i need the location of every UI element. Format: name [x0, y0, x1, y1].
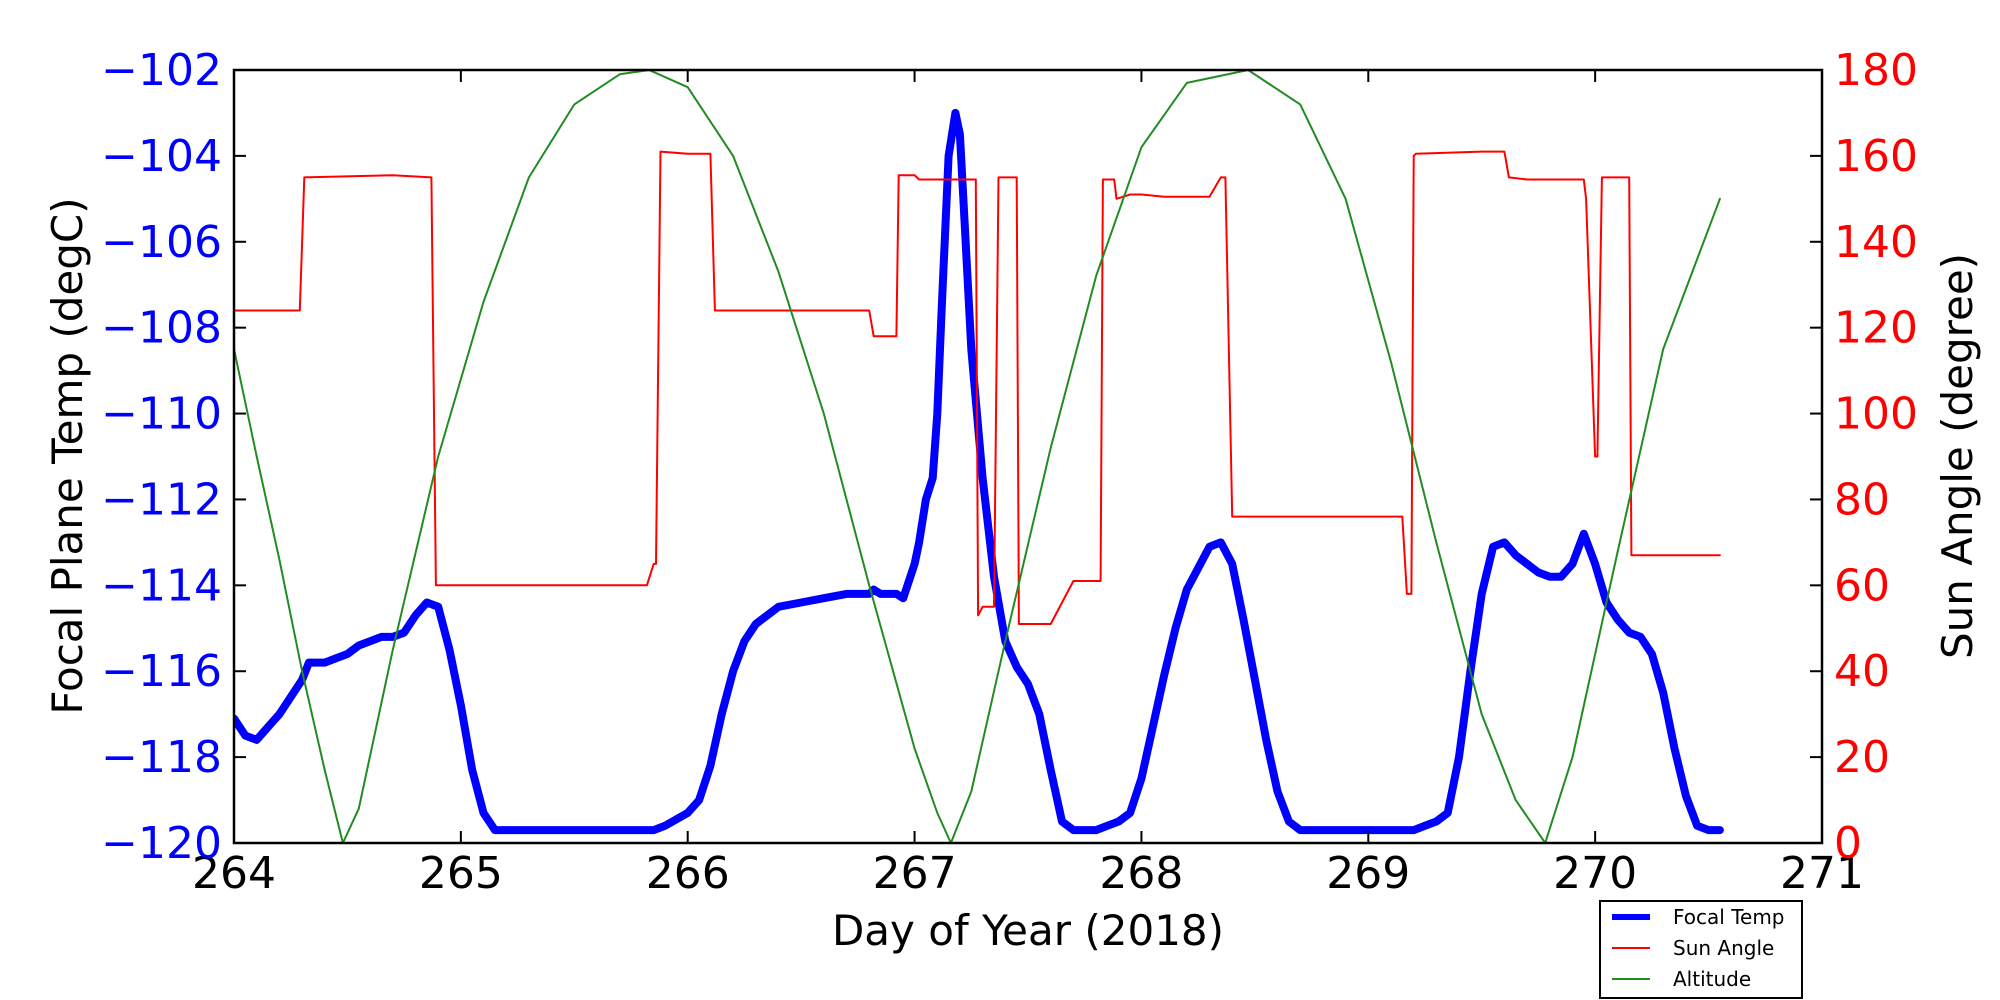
x-tick-label: 267	[873, 848, 957, 899]
y-left-tick-label: −118	[101, 732, 222, 783]
labels-layer: 264 265 266 267 268 269 270 271 −120 −118 −116 −114…	[101, 45, 1918, 899]
legend: Focal Temp Sun Angle Altitude	[1599, 900, 1803, 999]
y-right-tick-label: 0	[1834, 818, 1862, 869]
plot-area	[234, 70, 1724, 843]
x-tick-label: 264	[192, 848, 276, 899]
y-right-tick-label: 40	[1834, 646, 1890, 697]
series-line-sun-angle	[234, 150, 1721, 625]
series-layer	[234, 70, 1724, 843]
legend-altitude-label: Altitude	[1673, 967, 1751, 991]
y-right-tick-label: 140	[1834, 217, 1918, 268]
y-right-tick-label: 180	[1834, 45, 1918, 96]
ticks-layer	[233, 69, 1823, 844]
legend-focal-temp-label: Focal Temp	[1673, 905, 1785, 929]
y-left-tick-label: −116	[101, 646, 222, 697]
x-tick-label: 270	[1553, 848, 1637, 899]
y-left-axis-title: Focal Plane Temp (degC)	[43, 197, 92, 714]
x-tick-label: 266	[646, 848, 730, 899]
y-right-tick-label: 80	[1834, 474, 1890, 525]
y-right-tick-label: 100	[1834, 389, 1918, 440]
y-left-tick-label: −108	[101, 303, 222, 354]
x-axis-title: Day of Year (2018)	[832, 906, 1224, 955]
plot-frame	[232, 68, 1824, 845]
x-tick-label: 271	[1780, 848, 1864, 899]
y-right-tick-label: 20	[1834, 732, 1890, 783]
y-left-tick-label: −106	[101, 217, 222, 268]
legend-sun-angle-label: Sun Angle	[1673, 936, 1774, 960]
x-tick-label: 268	[1099, 848, 1183, 899]
x-tick-label: 265	[419, 848, 503, 899]
y-left-tick-label: −112	[101, 474, 222, 525]
y-left-tick-label: −110	[101, 389, 222, 440]
series-line-focal-temp	[234, 108, 1724, 835]
y-right-tick-label: 60	[1834, 560, 1890, 611]
y-right-tick-label: 160	[1834, 131, 1918, 182]
y-right-tick-label: 120	[1834, 303, 1918, 354]
y-right-axis-title: Sun Angle (degree)	[1933, 253, 1982, 659]
series-line-altitude	[234, 70, 1721, 843]
y-left-tick-label: −104	[101, 131, 222, 182]
y-left-tick-label: −114	[101, 560, 222, 611]
x-tick-label: 269	[1326, 848, 1410, 899]
y-left-tick-label: −102	[101, 45, 222, 96]
y-left-tick-label: −120	[101, 818, 222, 869]
